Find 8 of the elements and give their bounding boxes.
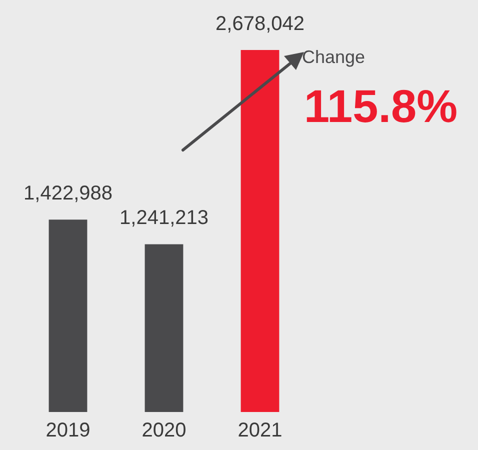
- x-tick-label: 2021: [238, 420, 282, 442]
- x-tick-label: 2019: [46, 420, 90, 442]
- annotation: Change: [302, 47, 366, 67]
- data-label: 1,241,213: [120, 207, 208, 230]
- data-label: 2,678,042: [216, 13, 304, 35]
- annotation: 115.8%: [304, 80, 458, 132]
- data-label: 1,422,988: [24, 182, 112, 205]
- x-tick-label: 2020: [142, 420, 186, 442]
